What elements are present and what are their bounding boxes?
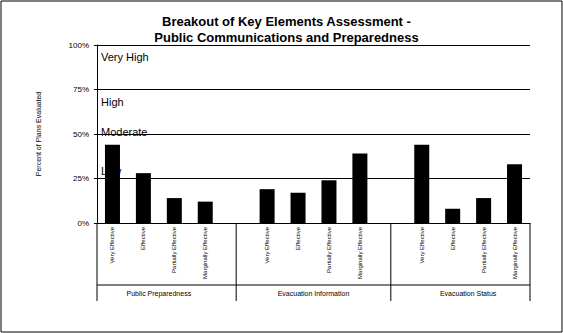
svg-text:Marginally Effective: Marginally Effective bbox=[357, 226, 363, 279]
svg-text:Very Effective: Very Effective bbox=[419, 226, 425, 263]
svg-text:Public Communications and Prep: Public Communications and Preparedness bbox=[154, 30, 418, 45]
svg-text:Very Effective: Very Effective bbox=[264, 226, 270, 263]
svg-text:Evacuation Information: Evacuation Information bbox=[278, 290, 350, 297]
svg-text:Percent of Plans Evaluated: Percent of Plans Evaluated bbox=[35, 92, 42, 177]
svg-text:Marginally Effective: Marginally Effective bbox=[202, 226, 208, 279]
svg-text:Effective: Effective bbox=[295, 226, 301, 250]
svg-text:0%: 0% bbox=[77, 219, 89, 228]
svg-text:Public Preparedness: Public Preparedness bbox=[127, 290, 192, 298]
svg-text:Partially Effective: Partially Effective bbox=[481, 226, 487, 273]
svg-text:Marginally Effective: Marginally Effective bbox=[512, 226, 518, 279]
svg-text:Very High: Very High bbox=[101, 51, 149, 63]
svg-text:Effective: Effective bbox=[450, 226, 456, 250]
svg-text:100%: 100% bbox=[69, 41, 89, 50]
svg-text:Evacuation Status: Evacuation Status bbox=[440, 290, 497, 297]
svg-text:Breakout of Key Elements Asses: Breakout of Key Elements Assessment - bbox=[162, 14, 411, 29]
svg-text:Low: Low bbox=[101, 165, 121, 177]
svg-text:Moderate: Moderate bbox=[101, 126, 147, 138]
svg-text:Very Effective: Very Effective bbox=[109, 226, 115, 263]
svg-text:Effective: Effective bbox=[140, 226, 146, 250]
svg-text:75%: 75% bbox=[73, 85, 89, 94]
svg-text:Partially Effective: Partially Effective bbox=[326, 226, 332, 273]
svg-text:25%: 25% bbox=[73, 174, 89, 183]
svg-text:50%: 50% bbox=[73, 130, 89, 139]
svg-text:High: High bbox=[101, 96, 124, 108]
svg-text:Partially Effective: Partially Effective bbox=[171, 226, 177, 273]
